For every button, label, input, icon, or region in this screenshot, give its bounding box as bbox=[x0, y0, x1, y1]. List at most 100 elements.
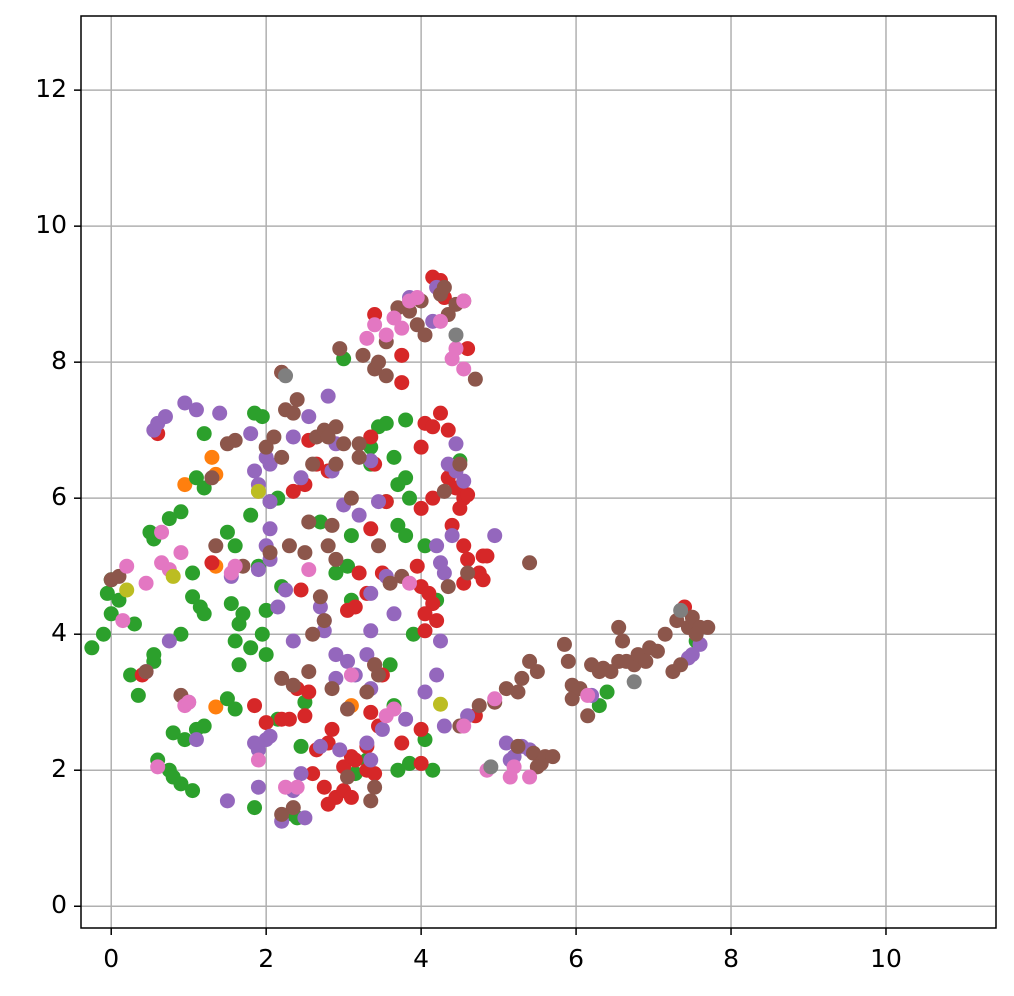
y-tick-label: 2 bbox=[51, 754, 67, 783]
point bbox=[336, 436, 352, 452]
point bbox=[142, 524, 158, 540]
point bbox=[250, 483, 266, 499]
point bbox=[320, 429, 336, 445]
point bbox=[510, 684, 526, 700]
point bbox=[343, 749, 359, 765]
x-tick-label: 6 bbox=[568, 944, 584, 973]
point bbox=[413, 500, 429, 516]
point bbox=[487, 528, 503, 544]
point bbox=[436, 718, 452, 734]
point bbox=[398, 412, 414, 428]
point bbox=[297, 708, 313, 724]
point bbox=[394, 735, 410, 751]
point bbox=[603, 664, 619, 680]
point bbox=[243, 507, 259, 523]
point bbox=[173, 626, 189, 642]
point bbox=[367, 766, 383, 782]
point bbox=[417, 623, 433, 639]
point bbox=[243, 640, 259, 656]
point bbox=[363, 623, 379, 639]
point bbox=[312, 589, 328, 605]
point bbox=[328, 647, 344, 663]
point bbox=[212, 405, 228, 421]
point bbox=[413, 721, 429, 737]
point bbox=[475, 572, 491, 588]
point bbox=[316, 779, 332, 795]
point bbox=[138, 575, 154, 591]
y-tick-label: 8 bbox=[51, 346, 67, 375]
point bbox=[285, 429, 301, 445]
point bbox=[363, 521, 379, 537]
point bbox=[390, 762, 406, 778]
point bbox=[258, 439, 274, 455]
point bbox=[386, 701, 402, 717]
point bbox=[626, 674, 642, 690]
point bbox=[196, 480, 212, 496]
point bbox=[394, 375, 410, 391]
point bbox=[119, 558, 135, 574]
point bbox=[374, 721, 390, 737]
point bbox=[564, 691, 580, 707]
point bbox=[367, 779, 383, 795]
point bbox=[471, 698, 487, 714]
point bbox=[347, 599, 363, 615]
point bbox=[413, 439, 429, 455]
point bbox=[301, 409, 317, 425]
point bbox=[227, 432, 243, 448]
point bbox=[398, 711, 414, 727]
point bbox=[157, 409, 173, 425]
point bbox=[173, 776, 189, 792]
point bbox=[293, 582, 309, 598]
point bbox=[312, 738, 328, 754]
point bbox=[382, 657, 398, 673]
point bbox=[378, 327, 394, 343]
point bbox=[285, 800, 301, 816]
point bbox=[328, 551, 344, 567]
point bbox=[254, 626, 270, 642]
point bbox=[700, 619, 716, 635]
point bbox=[173, 545, 189, 561]
point bbox=[247, 735, 263, 751]
point bbox=[146, 647, 162, 663]
point bbox=[514, 670, 530, 686]
point bbox=[487, 691, 503, 707]
point bbox=[297, 810, 313, 826]
point bbox=[165, 725, 181, 741]
point bbox=[378, 368, 394, 384]
point bbox=[274, 670, 290, 686]
point bbox=[522, 555, 538, 571]
point bbox=[432, 555, 448, 571]
point bbox=[371, 354, 387, 370]
point bbox=[208, 699, 224, 715]
point bbox=[409, 558, 425, 574]
point bbox=[417, 538, 433, 554]
point bbox=[429, 538, 445, 554]
point bbox=[456, 361, 472, 377]
point bbox=[289, 392, 305, 408]
point bbox=[456, 538, 472, 554]
point bbox=[320, 538, 336, 554]
point bbox=[483, 759, 499, 775]
point bbox=[432, 313, 448, 329]
point bbox=[196, 426, 212, 442]
point bbox=[340, 701, 356, 717]
point bbox=[649, 643, 665, 659]
point bbox=[185, 783, 201, 799]
point bbox=[432, 696, 448, 712]
point bbox=[177, 395, 193, 411]
point bbox=[522, 769, 538, 785]
point bbox=[498, 681, 514, 697]
point bbox=[328, 565, 344, 581]
y-tick-label: 10 bbox=[35, 210, 67, 239]
point bbox=[351, 436, 367, 452]
point bbox=[498, 735, 514, 751]
point bbox=[657, 626, 673, 642]
point bbox=[262, 494, 278, 510]
point bbox=[281, 538, 297, 554]
point bbox=[262, 456, 278, 472]
point bbox=[95, 626, 111, 642]
point bbox=[363, 793, 379, 809]
point bbox=[204, 555, 220, 571]
point bbox=[324, 721, 340, 737]
point bbox=[227, 558, 243, 574]
